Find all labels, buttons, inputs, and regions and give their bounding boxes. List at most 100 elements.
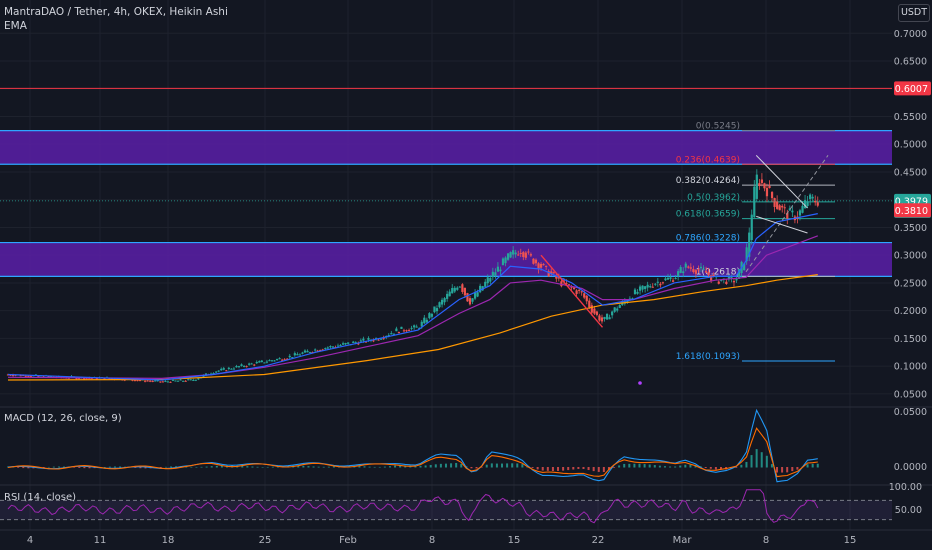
macd-histogram-bar <box>297 465 300 468</box>
candle-body <box>433 306 436 313</box>
candle-body <box>324 348 327 350</box>
macd-histogram-bar <box>22 467 25 469</box>
macd-histogram-bar <box>307 466 310 468</box>
candle-body <box>83 378 86 380</box>
macd-histogram-bar <box>185 466 188 468</box>
candle-body <box>605 313 609 320</box>
candle-body <box>712 275 715 277</box>
candle-body <box>179 379 182 381</box>
candle-body <box>438 302 441 308</box>
zone-box <box>0 130 892 165</box>
candle-body <box>75 378 78 380</box>
candle-body <box>159 381 162 383</box>
candle-body <box>489 278 492 282</box>
candle-body <box>151 380 154 382</box>
indicator-label[interactable]: EMA <box>4 20 27 32</box>
candle-body <box>735 278 738 281</box>
macd-histogram-bar <box>740 464 743 468</box>
macd-histogram-bar <box>485 464 488 468</box>
macd-histogram-bar <box>811 463 814 468</box>
macd-histogram-bar <box>551 467 554 471</box>
candle-body <box>737 268 741 279</box>
candle-body <box>253 364 256 366</box>
candle-body <box>583 293 586 298</box>
projection-line <box>745 155 829 273</box>
candle-body <box>704 271 708 273</box>
macd-histogram-bar <box>57 466 60 468</box>
macd-histogram-bar <box>52 466 55 468</box>
macd-label: MACD (12, 26, close, 9) <box>4 413 122 424</box>
candle-body <box>387 335 390 337</box>
candle-body <box>212 373 215 375</box>
x-tick-label: Feb <box>339 535 357 546</box>
candle-body <box>390 333 393 335</box>
candle-body <box>527 251 530 253</box>
macd-histogram-bar <box>383 466 386 468</box>
macd-histogram-bar <box>765 455 768 468</box>
ema-fast-line <box>7 213 818 381</box>
candle-body <box>245 366 248 368</box>
candle-body <box>748 232 751 257</box>
fib-label: 0(0.5245) <box>696 122 740 132</box>
candle-body <box>666 277 670 280</box>
candle-body <box>479 285 482 293</box>
candle-body <box>37 375 40 377</box>
fib-label: 0.382(0.4264) <box>676 176 740 186</box>
candle-body <box>633 289 637 295</box>
macd-histogram-bar <box>607 467 610 470</box>
candle-body <box>331 346 335 348</box>
candle-body <box>456 287 459 290</box>
candle-body <box>291 357 294 359</box>
candle-body <box>169 381 172 383</box>
candle-body <box>108 378 111 380</box>
candle-body <box>626 300 629 303</box>
candle-body <box>539 263 543 268</box>
macd-histogram-bar <box>159 467 162 468</box>
macd-histogram-bar <box>444 463 447 468</box>
candle-body <box>281 359 284 361</box>
candle-body <box>697 269 700 271</box>
candle-body <box>443 298 446 303</box>
macd-histogram-bar <box>373 466 376 468</box>
candle-body <box>410 327 413 329</box>
candle-body <box>745 247 748 262</box>
y-tick-label: 0.2000 <box>894 306 927 317</box>
candle-body <box>689 267 692 269</box>
candle-body <box>136 380 139 382</box>
resistance-price-tag-text: 0.6007 <box>895 84 928 95</box>
candle-body <box>382 338 385 340</box>
candle-body <box>275 358 279 360</box>
candle-body <box>192 379 195 381</box>
candle-body <box>336 345 340 347</box>
candle-body <box>671 280 675 282</box>
macd-histogram-bar <box>506 463 509 468</box>
candle-body <box>580 291 583 293</box>
candle-body <box>138 380 142 382</box>
candle-body <box>684 263 687 268</box>
candle-body <box>618 305 621 308</box>
candle-body <box>265 361 269 363</box>
candle-body <box>501 258 505 266</box>
candle-body <box>781 205 784 208</box>
candle-body <box>293 353 296 356</box>
macd-histogram-bar <box>770 464 773 468</box>
macd-histogram-bar <box>679 465 682 468</box>
macd-histogram-bar <box>531 467 534 468</box>
macd-histogram-bar <box>261 466 264 468</box>
currency-button[interactable]: USDT <box>898 4 930 22</box>
y-tick-label: 0.7000 <box>894 29 927 40</box>
macd-histogram-bar <box>470 467 473 469</box>
candle-body <box>575 290 578 294</box>
candle-body <box>19 375 22 377</box>
candle-body <box>534 259 538 264</box>
macd-histogram-bar <box>134 467 137 468</box>
macd-histogram-bar <box>546 467 549 471</box>
candle-body <box>710 275 713 281</box>
macd-histogram-bar <box>266 466 269 468</box>
y-tick-label: 0.4500 <box>894 167 927 178</box>
macd-line <box>7 408 818 483</box>
macd-histogram-bar <box>557 467 560 471</box>
candle-body <box>131 379 134 381</box>
chart-title: MantraDAO / Tether, 4h, OKEX, Heikin Ash… <box>4 6 228 18</box>
